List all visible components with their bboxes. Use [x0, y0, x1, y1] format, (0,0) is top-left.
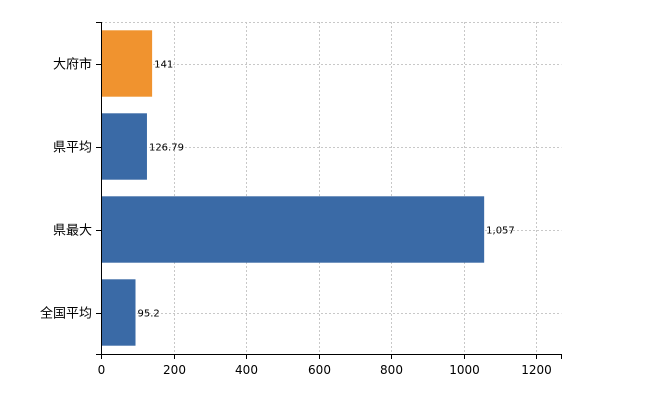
data-label: 141 [154, 60, 173, 71]
bar [101, 196, 485, 263]
x-tick-label: 1200 [521, 363, 552, 377]
bars [101, 30, 485, 346]
data-label: 126.79 [149, 143, 184, 154]
bar [101, 279, 136, 346]
y-tick-label: 県平均 [53, 141, 92, 156]
data-label: 95.2 [138, 309, 160, 320]
labels: 141 大府市 126.79 県平均 1,057 県最大 95.2 全国平均 0 200 400 60… [40, 57, 552, 378]
bar [101, 113, 147, 180]
x-tick-label: 600 [308, 363, 331, 377]
y-tick-label: 全国平均 [40, 306, 92, 322]
x-tick-label: 0 [98, 363, 106, 377]
data-label: 1,057 [486, 226, 515, 237]
x-tick-label: 800 [380, 363, 403, 377]
x-tick-label: 400 [235, 363, 258, 377]
grid [101, 22, 562, 354]
bar [101, 30, 153, 97]
x-tick-label: 200 [163, 363, 186, 377]
y-tick-label: 大府市 [53, 57, 92, 73]
y-tick-label: 県最大 [53, 224, 92, 239]
axes [96, 22, 562, 359]
x-tick-label: 1000 [449, 363, 480, 377]
